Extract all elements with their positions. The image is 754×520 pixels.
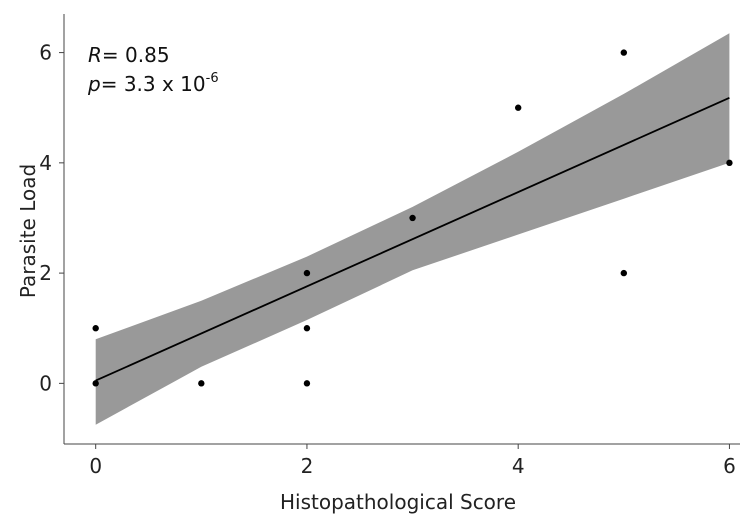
data-point xyxy=(726,159,733,167)
data-point xyxy=(303,269,311,277)
plot-area xyxy=(92,33,733,425)
data-point xyxy=(303,380,311,387)
data-point xyxy=(92,325,99,332)
r-value-text: = 0.85 xyxy=(102,43,170,67)
data-point xyxy=(620,49,628,56)
data-point xyxy=(303,325,311,332)
p-value-annotation: p= 3.3 x 10-6 xyxy=(87,71,219,96)
data-point xyxy=(409,214,416,222)
x-tick-label: 4 xyxy=(512,454,525,478)
x-tick-label: 0 xyxy=(89,454,102,478)
r-symbol: R xyxy=(88,43,102,67)
y-axis-title: Parasite Load xyxy=(16,164,40,298)
y-tick-label: 0 xyxy=(39,371,52,395)
x-axis-title: Histopathological Score xyxy=(280,490,516,514)
x-tick-label: 6 xyxy=(723,454,736,478)
y-tick-label: 6 xyxy=(39,41,52,65)
p-value-text: = 3.3 x 10 xyxy=(101,72,206,96)
confidence-band xyxy=(95,33,730,425)
r-value-annotation: R= 0.85 xyxy=(88,43,170,67)
x-tick-label: 2 xyxy=(301,454,314,478)
regression-line xyxy=(95,96,730,382)
data-point xyxy=(514,104,522,111)
stats-annotation: R= 0.85 p= 3.3 x 10-6 xyxy=(87,43,219,96)
y-tick-label: 4 xyxy=(39,151,52,175)
data-point xyxy=(92,380,99,387)
data-point xyxy=(198,380,205,387)
p-symbol: p xyxy=(87,72,101,96)
p-value-exponent: -6 xyxy=(206,71,219,86)
axes: 0 2 4 6 0 2 4 6 xyxy=(39,14,740,478)
y-tick-label: 2 xyxy=(39,261,52,285)
data-point xyxy=(620,269,628,277)
